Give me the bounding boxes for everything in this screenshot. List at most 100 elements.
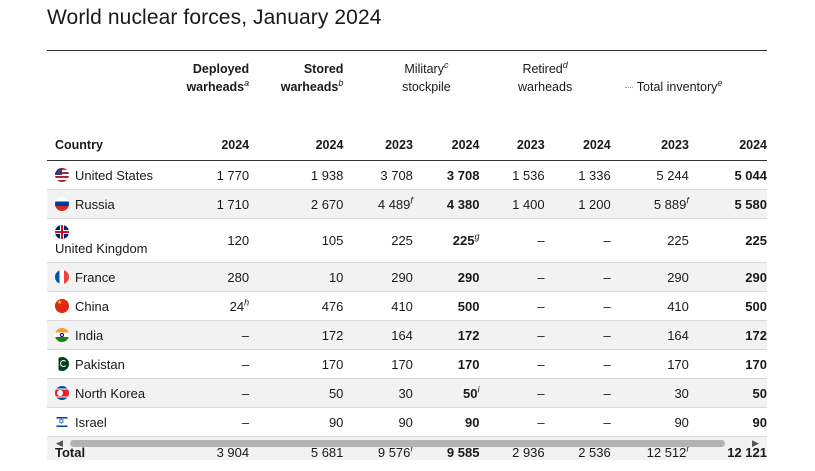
israel-flag-icon: ✡ (55, 415, 69, 429)
table-row: Russia 1 710 2 670 4 489f 4 380 1 400 1 … (47, 189, 767, 219)
cell-ret-2023: – (479, 349, 545, 379)
cell-mil-2023: 410 (343, 291, 413, 321)
cell-mil-2024: 225g (412, 218, 480, 263)
cell-deployed: 1 770 (164, 160, 250, 190)
table-row: United States 1 770 1 938 3 708 3 708 1 … (47, 160, 767, 190)
cell-mil-2023: 225 (343, 218, 413, 263)
cell-deployed: – (164, 320, 250, 350)
cell-ret-2024: – (544, 407, 611, 437)
table-row: North Korea – 50 30 50i – – 30 50 (47, 378, 767, 408)
cell-inv-2024: 170 (688, 349, 767, 379)
cell-ret-2024: – (544, 378, 611, 408)
year-header: 2024 (164, 130, 250, 161)
year-header: 2023 (343, 130, 413, 161)
cell-inv-2023: 410 (610, 291, 689, 321)
cell-inv-2023: 90 (610, 407, 689, 437)
table-row: Pakistan – 170 170 170 – – 170 170 (47, 349, 767, 379)
country-name: Israel (75, 414, 107, 430)
france-flag-icon (55, 270, 69, 284)
header-inventory: Total inventorye (611, 50, 767, 130)
cell-inv-2024: 500 (688, 291, 767, 321)
cell-ret-2024: – (544, 320, 611, 350)
cell-stored: 1 938 (249, 160, 344, 190)
cell-mil-2024: 170 (412, 349, 480, 379)
china-flag-icon: ★ (55, 299, 69, 313)
year-header: 2024 (544, 130, 611, 161)
cell-mil-2024: 172 (412, 320, 480, 350)
year-header: 2024 (412, 130, 480, 161)
table-row: ✡ Israel – 90 90 90 – – 90 90 (47, 407, 767, 437)
year-header: 2024 (688, 130, 767, 161)
header-country: Country (47, 130, 165, 161)
cell-mil-2023: 90 (343, 407, 413, 437)
uk-flag-icon (55, 225, 69, 239)
india-flag-icon (55, 328, 69, 342)
russia-flag-icon (55, 197, 69, 211)
cell-inv-2024: 225 (688, 218, 767, 263)
cell-inv-2023: 170 (610, 349, 689, 379)
cell-inv-2023: 164 (610, 320, 689, 350)
scroll-left-icon[interactable]: ◀ (56, 438, 63, 448)
year-header: 2024 (249, 130, 344, 161)
cell-inv-2024: 5 580 (688, 189, 767, 219)
cell-deployed: 120 (164, 218, 250, 263)
cell-inv-2023: 290 (610, 262, 689, 292)
horizontal-scrollbar[interactable]: ◀ ▶ (56, 437, 766, 449)
cell-ret-2023: 1 400 (479, 189, 545, 219)
cell-stored: 2 670 (249, 189, 344, 219)
cell-inv-2024: 172 (688, 320, 767, 350)
nuclear-forces-table: Deployed warheadsa Stored warheadsb Milita… (47, 50, 767, 460)
cell-ret-2024: – (544, 218, 611, 263)
cell-inv-2024: 5 044 (688, 160, 767, 190)
cell-ret-2023: – (479, 291, 545, 321)
cell-mil-2024: 4 380 (412, 189, 480, 219)
cell-inv-2024: 290 (688, 262, 767, 292)
cell-mil-2024: 90 (412, 407, 480, 437)
year-header: 2023 (479, 130, 545, 161)
cell-mil-2023: 3 708 (343, 160, 413, 190)
country-name: United States (75, 167, 154, 183)
country-name: China (75, 298, 109, 314)
cell-inv-2023: 30 (610, 378, 689, 408)
cell-deployed: – (164, 349, 250, 379)
cell-ret-2023: – (479, 378, 545, 408)
pakistan-flag-icon (55, 357, 69, 371)
table-row: France 280 10 290 290 – – 290 290 (47, 262, 767, 292)
cell-deployed: 280 (164, 262, 250, 292)
header-stored: Stored warheadsb (280, 62, 344, 94)
cell-mil-2024: 50i (412, 378, 480, 408)
us-flag-icon (55, 168, 69, 182)
country-name: Russia (75, 196, 115, 212)
cell-inv-2023: 5 244 (610, 160, 689, 190)
cell-mil-2023: 290 (343, 262, 413, 292)
table-scroll-area[interactable]: Deployed warheadsa Stored warheadsb Milita… (47, 50, 767, 460)
cell-mil-2023: 164 (343, 320, 413, 350)
cell-inv-2023: 225 (610, 218, 689, 263)
top-rule (47, 50, 767, 51)
country-name: Pakistan (75, 356, 125, 372)
header-retired: Retiredd warheads (518, 59, 573, 94)
cell-ret-2024: 1 336 (544, 160, 611, 190)
cell-mil-2024: 290 (412, 262, 480, 292)
cell-mil-2023: 30 (343, 378, 413, 408)
cell-inv-2024: 50 (688, 378, 767, 408)
country-name: United Kingdom (55, 241, 148, 256)
year-header: 2023 (610, 130, 689, 161)
cell-ret-2024: 1 200 (544, 189, 611, 219)
scrollbar-thumb[interactable] (70, 440, 725, 447)
cell-stored: 90 (249, 407, 344, 437)
cell-ret-2024: – (544, 349, 611, 379)
cell-deployed: 24h (164, 291, 250, 321)
north-korea-flag-icon (55, 386, 69, 400)
cell-stored: 105 (249, 218, 344, 263)
cell-inv-2024: 90 (688, 407, 767, 437)
cell-deployed: – (164, 407, 250, 437)
country-name: France (75, 269, 116, 285)
table-row: India – 172 164 172 – – 164 172 (47, 320, 767, 350)
header-deployed: Deployed warheadsa (186, 62, 250, 94)
cell-deployed: – (164, 378, 250, 408)
cell-mil-2024: 500 (412, 291, 480, 321)
cell-ret-2023: 1 536 (479, 160, 545, 190)
cell-mil-2023: 4 489f (343, 189, 413, 219)
scroll-right-icon[interactable]: ▶ (752, 438, 759, 448)
